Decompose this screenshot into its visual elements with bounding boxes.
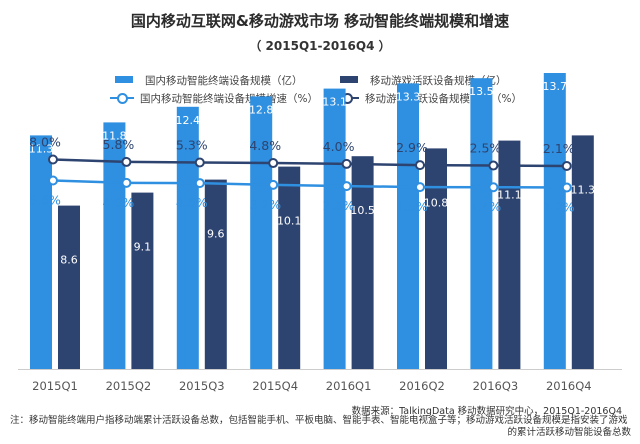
bar-terminal-2016Q1 <box>323 88 346 369</box>
bar-game-2016Q4 <box>571 135 594 369</box>
bar-label-game: 10.1 <box>277 215 302 228</box>
bar-terminal-2015Q3 <box>176 106 199 370</box>
bar-label-game: 10.8 <box>424 196 449 209</box>
bar-label-game: 9.6 <box>207 228 225 241</box>
footnote-line-2: 的累计活跃移动智能设备总数 <box>507 427 631 438</box>
growth-terminal-label: 4.8% <box>103 195 135 210</box>
growth-game-label: 2.1% <box>543 141 575 156</box>
legend-label: 国内移动智能终端设备规模（亿） <box>145 75 303 87</box>
bar-terminal-2015Q1 <box>30 135 52 369</box>
growth-terminal-label: 2.3% <box>323 198 355 213</box>
bar-game-2015Q1 <box>58 205 80 369</box>
footnote-line-1: 注：移动智能终端用户指移动端累计活跃设备总数，包括智能手机、平板电脑、智能手表、… <box>10 415 628 426</box>
growth-game-label: 8.0% <box>29 135 61 150</box>
growth-terminal-point <box>121 177 132 188</box>
growth-game-label: 2.9% <box>396 140 428 155</box>
bar-terminal-2016Q3 <box>470 78 493 369</box>
growth-game-line <box>52 158 567 168</box>
growth-terminal-label: 1.2% <box>543 200 575 215</box>
x-tick-label: 2015Q4 <box>252 379 298 393</box>
growth-game-label: 4.0% <box>323 139 355 154</box>
x-tick-label: 2016Q3 <box>473 379 519 393</box>
growth-game-point <box>48 154 58 165</box>
growth-terminal-point <box>415 182 425 193</box>
growth-terminal-label: 3.2% <box>249 197 281 212</box>
growth-game-point <box>488 160 499 171</box>
bar-label-terminal: 11.8 <box>102 129 127 142</box>
bar-label-game: 9.1 <box>134 241 152 254</box>
bar-terminal-2015Q2 <box>103 122 126 370</box>
bar-game-2015Q4 <box>278 166 301 369</box>
growth-terminal-point <box>268 179 279 190</box>
bar-label-terminal: 13.7 <box>543 80 568 93</box>
x-tick-label: 2015Q3 <box>179 379 225 393</box>
bar-game-2016Q2 <box>425 148 447 369</box>
bar-game-2016Q3 <box>498 140 521 369</box>
bar-label-terminal: 13.3 <box>396 90 421 103</box>
growth-terminal-label: 6.6% <box>29 192 61 207</box>
bar-terminal-2016Q4 <box>543 73 566 369</box>
bar-game-2016Q1 <box>351 156 374 369</box>
chart-title: 国内移动互联网&移动游戏市场 移动智能终端规模和增速 <box>130 12 510 30</box>
footnote: 注：移动智能终端用户指移动端累计活跃设备总数，包括智能手机、平板电脑、智能手表、… <box>10 415 635 439</box>
x-tick-label: 2016Q4 <box>546 379 592 393</box>
growth-terminal-point <box>488 182 499 193</box>
growth-terminal-point <box>48 175 58 186</box>
growth-terminal-point <box>194 178 205 189</box>
data-source: 数据来源：TalkingData 移动数据研究中心，2015Q1-2016Q4 <box>351 406 622 417</box>
bar-label-game: 8.6 <box>60 254 78 267</box>
legend-swatch-terminal-bar <box>115 76 133 83</box>
bar-terminal-2016Q2 <box>397 83 419 370</box>
bar-game-2015Q3 <box>204 179 227 369</box>
bar-label-terminal: 13.5 <box>469 85 494 98</box>
growth-terminal-label: 1.5% <box>396 199 428 214</box>
bar-label-terminal: 12.8 <box>249 103 274 116</box>
growth-game-point <box>415 160 425 171</box>
bar-label-terminal: 12.4 <box>176 114 201 127</box>
growth-terminal-label: 1.4% <box>470 199 502 214</box>
growth-game-label: 5.3% <box>176 137 208 152</box>
growth-game-label: 2.5% <box>470 141 502 156</box>
legend-marker-terminal <box>117 93 128 104</box>
growth-game-point <box>121 156 132 167</box>
bar-label-terminal: 11.3 <box>29 142 54 155</box>
growth-terminal-label: 4.6% <box>176 195 208 210</box>
growth-terminal-line <box>52 179 567 189</box>
growth-terminal-point <box>561 182 572 193</box>
bar-label-terminal: 13.1 <box>322 96 347 109</box>
x-tick-label: 2016Q2 <box>399 379 445 393</box>
bar-label-game: 11.3 <box>571 183 596 196</box>
legend-label: 国内移动智能终端设备规模增速（%） <box>140 93 318 105</box>
chart-subtitle: （ 2015Q1-2016Q4 ） <box>249 39 391 53</box>
bar-label-game: 10.5 <box>350 204 375 217</box>
x-tick-label: 2015Q2 <box>106 379 152 393</box>
legend-swatch-game-bar <box>340 76 358 83</box>
growth-game-label: 4.8% <box>249 138 281 153</box>
growth-game-point <box>341 158 352 169</box>
growth-game-point <box>194 157 205 168</box>
growth-game-point <box>561 161 572 171</box>
growth-game-label: 5.8% <box>103 137 135 152</box>
growth-game-point <box>268 158 279 169</box>
bar-game-2015Q2 <box>131 192 154 369</box>
bar-label-game: 11.1 <box>497 189 522 202</box>
bar-terminal-2015Q4 <box>250 96 273 370</box>
x-tick-label: 2016Q1 <box>326 379 372 393</box>
growth-terminal-point <box>341 181 352 192</box>
x-tick-label: 2015Q1 <box>32 379 78 393</box>
